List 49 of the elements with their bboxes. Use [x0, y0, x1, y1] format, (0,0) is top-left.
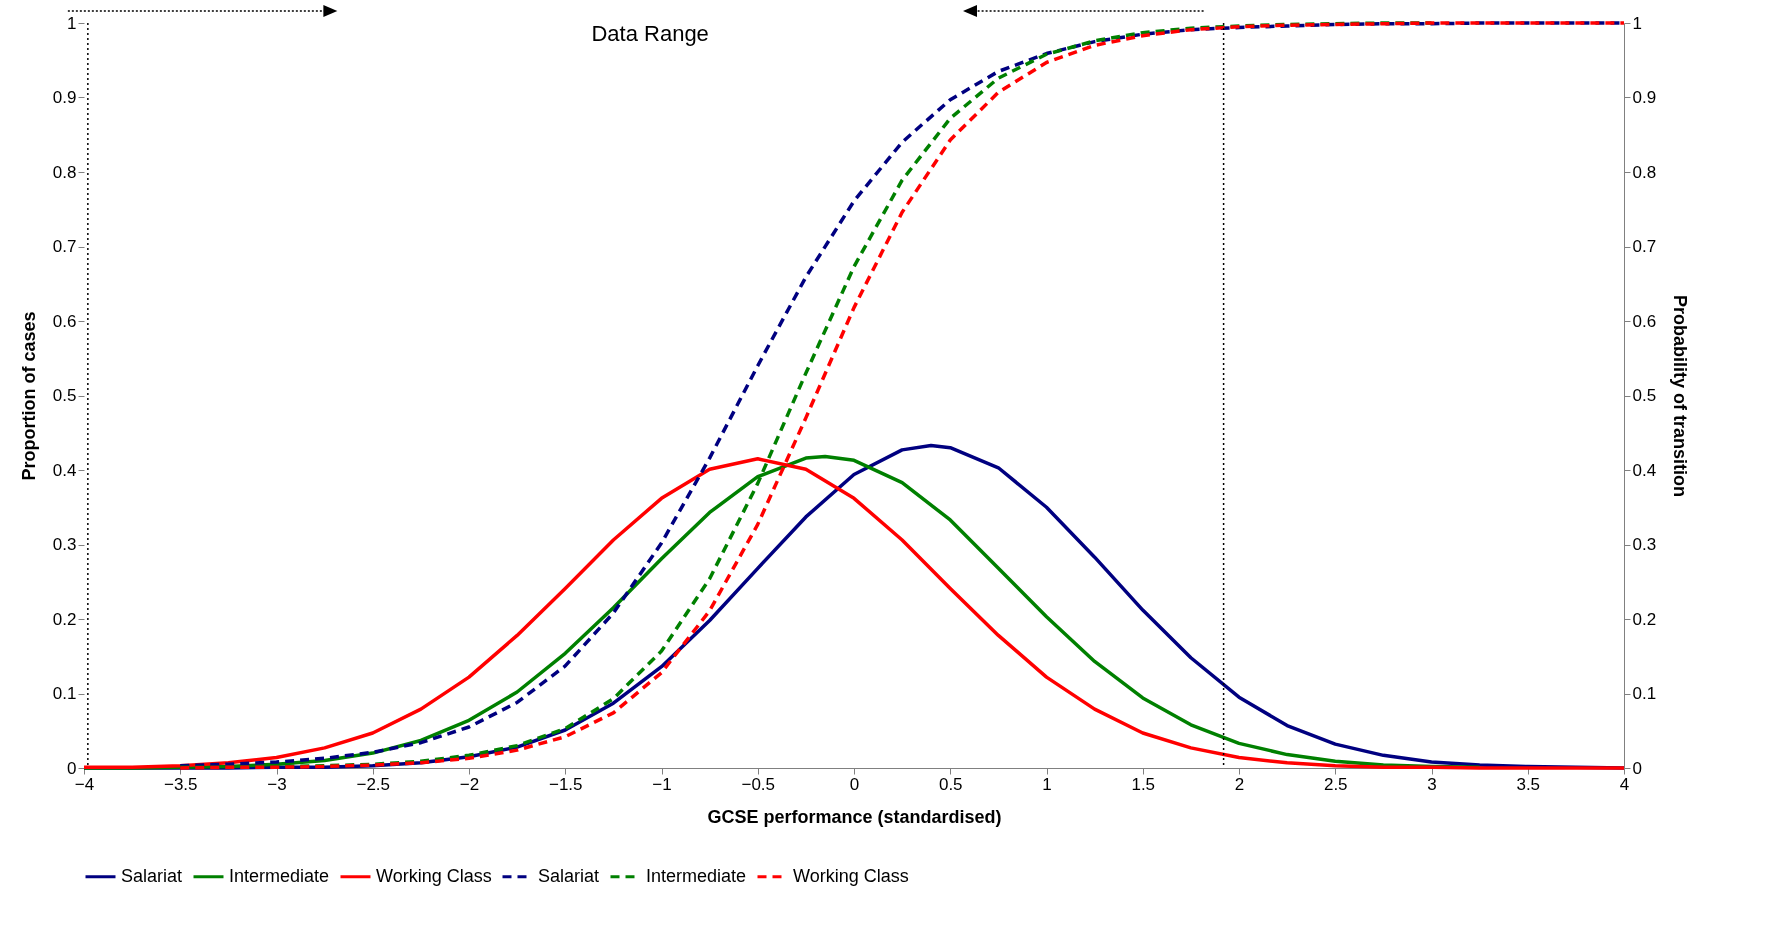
y-tick-label: 0.1 — [52, 684, 77, 703]
x-tick-label: −0.5 — [741, 774, 776, 794]
x-tick-label: 1 — [1042, 774, 1052, 794]
x-tick-label: 3.5 — [1516, 774, 1541, 794]
x-tick-label: −4 — [74, 774, 95, 794]
x-tick-label: 2 — [1234, 774, 1245, 794]
x-tick-label: 0.5 — [938, 774, 963, 794]
x-tick-label: 3 — [1427, 774, 1437, 794]
y-tick-label: 0.3 — [52, 535, 77, 554]
x-tick-label: −3.5 — [163, 774, 198, 794]
x-tick-label: 0 — [849, 774, 860, 794]
y2-tick-label: 1 — [1632, 13, 1642, 33]
y2-tick-label: 0.7 — [1632, 237, 1657, 256]
x-tick-label: −3 — [267, 774, 287, 794]
y2-tick-label: 0.4 — [1632, 460, 1657, 480]
x-tick-label: 2.5 — [1323, 774, 1348, 794]
y-axis-title: Proportion of cases — [18, 311, 39, 481]
x-tick-label: −2 — [459, 774, 480, 794]
x-tick-label: 4 — [1619, 774, 1630, 794]
y-tick-label: 0.4 — [52, 460, 77, 480]
x-tick-label: 1.5 — [1131, 774, 1156, 794]
y2-tick-label: 0.1 — [1632, 684, 1657, 703]
y2-axis-title: Probability of transition — [1670, 294, 1691, 498]
legend-label: Working Class — [376, 865, 492, 886]
y2-tick-label: 0 — [1632, 758, 1642, 778]
x-tick-label: −1.5 — [548, 774, 583, 794]
y2-tick-label: 0.6 — [1632, 311, 1657, 331]
legend-label: Intermediate — [229, 865, 330, 886]
y2-tick-label: 0.5 — [1632, 386, 1657, 405]
y2-tick-label: 0.3 — [1632, 535, 1657, 554]
y-tick-label: 0.9 — [52, 88, 77, 107]
annotation: Data Range — [591, 21, 709, 46]
legend-label: Working Class — [793, 865, 909, 886]
y2-tick-label: 0.8 — [1632, 162, 1657, 182]
legend-label: Salariat — [121, 865, 183, 886]
x-axis-title: GCSE performance (standardised) — [707, 806, 1002, 827]
x-tick-label: −2.5 — [356, 774, 391, 794]
y2-tick-label: 0.2 — [1632, 609, 1657, 629]
y2-tick-label: 0.9 — [1632, 88, 1657, 107]
y-tick-label: 0.2 — [52, 609, 77, 629]
legend-label: Salariat — [538, 865, 600, 886]
x-tick-label: −1 — [652, 774, 672, 794]
y-tick-label: 0.5 — [52, 386, 77, 405]
y-tick-label: 1 — [67, 13, 77, 33]
y-tick-label: 0.7 — [52, 237, 77, 256]
legend-label: Intermediate — [646, 865, 747, 886]
y-tick-label: 0.8 — [52, 162, 77, 182]
y-tick-label: 0 — [67, 758, 77, 778]
y-tick-label: 0.6 — [52, 311, 77, 331]
